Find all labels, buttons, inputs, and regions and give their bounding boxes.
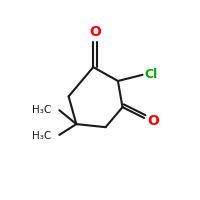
Text: O: O — [147, 114, 159, 128]
Text: Cl: Cl — [144, 68, 157, 81]
Text: H₃C: H₃C — [32, 105, 51, 115]
Text: H₃C: H₃C — [32, 131, 51, 141]
Text: O: O — [89, 25, 101, 39]
